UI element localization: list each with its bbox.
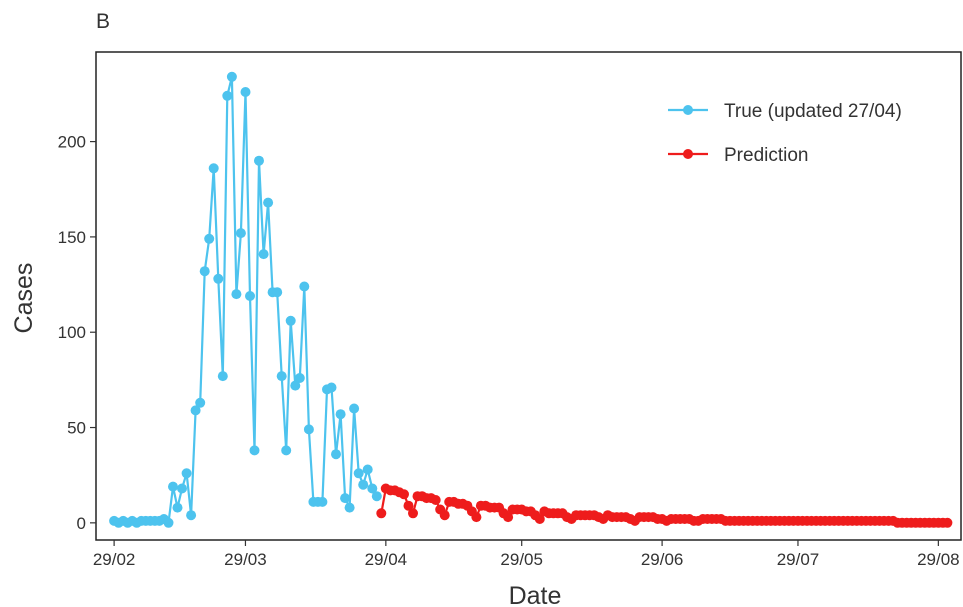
data-point — [349, 403, 360, 414]
data-point — [281, 445, 292, 456]
data-point — [403, 500, 414, 511]
data-point — [367, 483, 378, 494]
data-point — [430, 495, 441, 505]
data-point — [172, 502, 183, 513]
plot-border — [95, 51, 962, 541]
data-point — [163, 517, 174, 528]
data-point — [294, 373, 305, 383]
x-tick-label: 29/03 — [224, 550, 267, 569]
data-point — [235, 228, 246, 239]
panel-label: B — [96, 10, 110, 33]
data-point — [399, 489, 409, 500]
data-point — [263, 197, 274, 208]
data-point — [222, 90, 233, 101]
data-point — [353, 468, 364, 479]
data-point — [317, 496, 328, 507]
data-point — [186, 510, 197, 521]
legend: True (updated 27/04) Prediction — [668, 101, 902, 166]
data-point — [177, 483, 187, 494]
data-point — [942, 517, 953, 528]
data-point — [276, 371, 287, 382]
legend-item: True (updated 27/04) — [668, 101, 902, 122]
data-point — [358, 479, 369, 490]
x-tick-label: 29/05 — [500, 550, 543, 569]
data-point — [199, 266, 210, 277]
y-axis-label: Cases — [10, 263, 38, 334]
y-tick-label: 0 — [77, 514, 86, 533]
legend-key-marker — [683, 149, 693, 159]
data-point — [213, 273, 224, 284]
data-point — [195, 397, 206, 408]
data-point — [371, 491, 382, 502]
data-point — [231, 289, 242, 300]
data-point — [299, 281, 310, 292]
data-point — [408, 508, 418, 519]
legend-key-marker — [683, 105, 693, 115]
data-point — [290, 380, 301, 391]
series-0 — [109, 71, 382, 528]
data-point — [303, 424, 314, 435]
legend-item: Prediction — [668, 145, 809, 166]
data-point — [344, 502, 355, 513]
data-point — [272, 287, 283, 298]
y-tick-label: 100 — [58, 323, 86, 342]
y-tick-label: 150 — [58, 228, 86, 247]
axes: 0 50 100 150 200 29/02 29/03 29/04 29/05 29/06 29/… — [58, 133, 960, 569]
data-point — [217, 371, 228, 382]
data-point — [226, 71, 237, 82]
data-point — [326, 382, 337, 393]
x-tick-label: 29/02 — [93, 550, 136, 569]
x-tick-label: 29/08 — [917, 550, 960, 569]
data-point — [362, 464, 373, 475]
data-point — [258, 249, 269, 260]
data-point — [204, 233, 215, 244]
data-point — [331, 449, 341, 460]
plot-area — [109, 71, 953, 528]
data-point — [340, 493, 351, 504]
data-point — [208, 163, 219, 174]
x-axis-label: Date — [509, 582, 562, 607]
data-point — [245, 291, 255, 301]
data-point — [240, 87, 251, 97]
x-tick-label: 29/06 — [641, 550, 684, 569]
data-point — [190, 405, 201, 416]
legend-label: True (updated 27/04) — [724, 101, 902, 122]
y-tick-label: 50 — [67, 419, 86, 438]
data-point — [376, 508, 387, 519]
data-point — [254, 155, 264, 166]
data-point — [181, 468, 192, 479]
series-1 — [376, 483, 953, 528]
y-tick-label: 200 — [58, 133, 86, 152]
data-point — [168, 481, 178, 492]
data-point — [285, 315, 296, 326]
data-point — [439, 510, 450, 521]
x-tick-label: 29/07 — [777, 550, 820, 569]
data-point — [471, 512, 482, 523]
x-tick-label: 29/04 — [365, 550, 408, 569]
data-point — [249, 445, 260, 456]
data-point — [335, 409, 346, 420]
data-point — [503, 512, 514, 523]
data-point — [534, 514, 545, 524]
legend-label: Prediction — [724, 145, 809, 166]
